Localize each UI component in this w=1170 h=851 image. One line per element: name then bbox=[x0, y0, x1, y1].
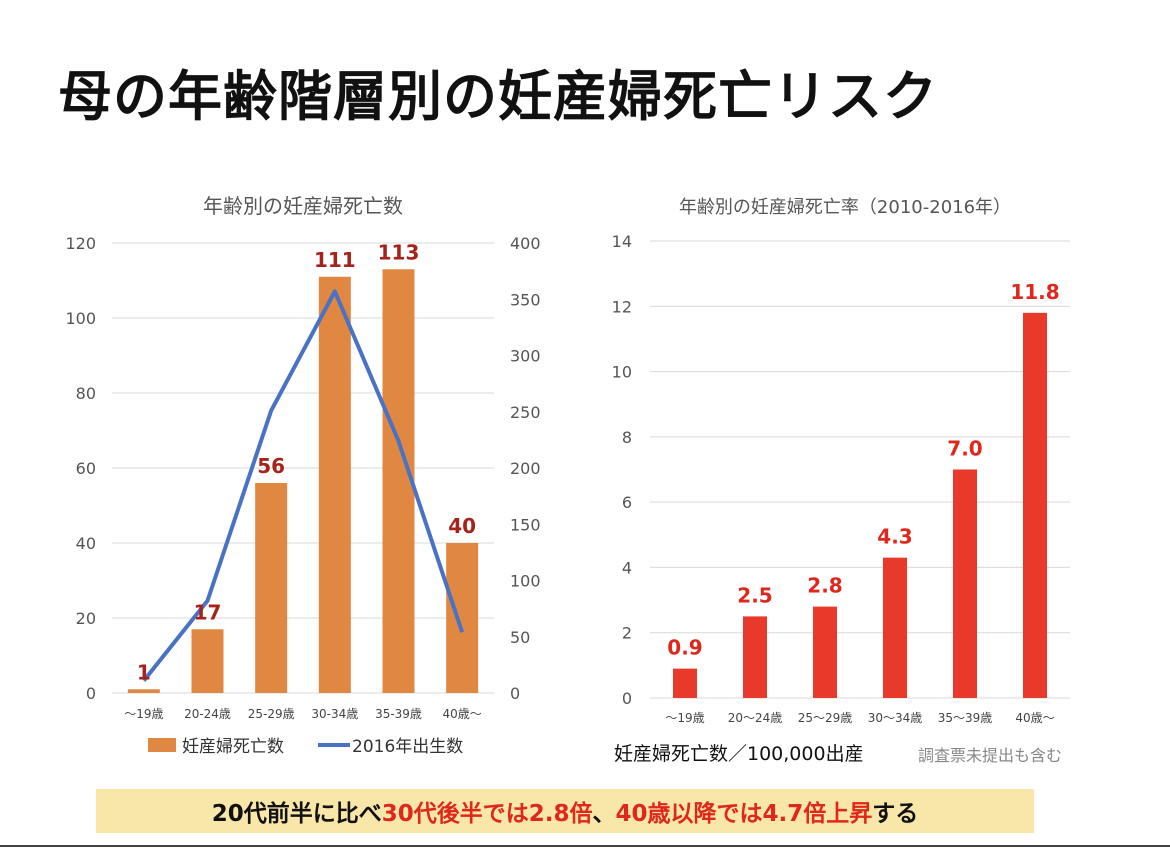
left-bar-value-label: 111 bbox=[314, 248, 356, 272]
right-bar-value-label: 2.8 bbox=[807, 574, 842, 598]
left-legend: 妊産婦死亡数 2016年出生数 bbox=[148, 737, 463, 757]
right-bar-value-label: 2.5 bbox=[737, 583, 772, 607]
right-x-axis: 〜19歳 20〜24歳 25〜29歳 30〜34歳 35〜39歳 40歳〜 bbox=[665, 711, 1054, 725]
death-rate-chart: 年齢別の妊産婦死亡率（2010-2016年） 0 2 4 6 8 10 12 14 0.9 2.… bbox=[612, 197, 1070, 725]
right-y-tick-label: 12 bbox=[612, 297, 632, 316]
left-line-series bbox=[142, 289, 465, 682]
right-chart-title: 年齢別の妊産婦死亡率（2010-2016年） bbox=[679, 197, 1011, 218]
right-y-tick-label: 6 bbox=[622, 493, 632, 512]
summary-part-2: 30代後半では2.8倍 bbox=[381, 801, 593, 827]
left-x-tick-label: 35-39歳 bbox=[375, 707, 422, 721]
right-x-tick-label: 30〜34歳 bbox=[868, 711, 923, 725]
left-y-tick-label: 120 bbox=[65, 234, 96, 253]
left-bar bbox=[191, 629, 224, 693]
death-count-chart: 年齢別の妊産婦死亡数 0 20 40 60 80 100 120 0 50 100 150 200 2… bbox=[65, 194, 540, 757]
right-bar-value-label: 11.8 bbox=[1010, 280, 1059, 304]
left-bar-value-label: 56 bbox=[257, 454, 285, 478]
left-bars bbox=[127, 269, 479, 693]
left-y2-tick-label: 200 bbox=[510, 459, 541, 478]
right-bars bbox=[673, 312, 1047, 698]
left-x-axis: 〜19歳 20-24歳 25-29歳 30-34歳 35-39歳 40歳〜 bbox=[124, 707, 482, 721]
page-title: 母の年齢階層別の妊産婦死亡リスク bbox=[58, 65, 938, 128]
summary-part-3: 、 bbox=[592, 801, 616, 827]
left-y-tick-label: 60 bbox=[76, 459, 96, 478]
left-y-tick-label: 20 bbox=[76, 609, 96, 628]
right-y-axis: 0 2 4 6 8 10 12 14 bbox=[612, 232, 632, 708]
right-gridlines bbox=[650, 240, 1070, 699]
right-x-tick-label: 35〜39歳 bbox=[938, 711, 993, 725]
right-bar bbox=[883, 557, 907, 698]
left-bar-value-label: 113 bbox=[378, 240, 420, 264]
right-y-tick-label: 2 bbox=[622, 624, 632, 643]
legend-bar-label: 妊産婦死亡数 bbox=[182, 737, 284, 757]
right-y-tick-label: 8 bbox=[622, 428, 632, 447]
left-bar bbox=[127, 689, 160, 693]
right-bar bbox=[813, 606, 837, 698]
left-y-tick-label: 40 bbox=[76, 534, 96, 553]
left-bar bbox=[318, 276, 351, 693]
summary-part-1: 20代前半に比べ bbox=[211, 801, 382, 827]
left-chart-title: 年齢別の妊産婦死亡数 bbox=[203, 194, 403, 218]
left-y2-tick-label: 350 bbox=[510, 290, 541, 309]
left-bar bbox=[255, 483, 288, 693]
left-x-tick-label: 40歳〜 bbox=[443, 707, 482, 721]
left-data-labels: 1 17 56 111 113 40 bbox=[137, 240, 476, 684]
left-bar bbox=[382, 269, 415, 693]
left-y2-tick-label: 250 bbox=[510, 403, 541, 422]
left-y2-tick-label: 150 bbox=[510, 515, 541, 534]
right-bar bbox=[743, 616, 767, 698]
right-y-tick-label: 14 bbox=[612, 232, 632, 251]
bottom-divider bbox=[0, 845, 1170, 847]
summary-part-4: 40歳以降では4.7倍上昇 bbox=[615, 801, 873, 827]
right-bar-value-label: 7.0 bbox=[947, 437, 982, 461]
legend-bar-swatch bbox=[148, 738, 176, 752]
right-bar bbox=[673, 668, 697, 698]
right-bar-value-label: 4.3 bbox=[877, 525, 912, 549]
left-y2-tick-label: 100 bbox=[510, 572, 541, 591]
left-x-tick-label: 25-29歳 bbox=[248, 707, 295, 721]
left-y-axis: 0 20 40 60 80 100 120 bbox=[65, 234, 96, 703]
left-birth-line bbox=[142, 289, 465, 682]
left-y2-tick-label: 400 bbox=[510, 234, 541, 253]
left-bar-value-label: 1 bbox=[137, 660, 151, 684]
legend-line-label: 2016年出生数 bbox=[352, 737, 463, 757]
left-y-tick-label: 100 bbox=[65, 309, 96, 328]
right-bar bbox=[1023, 312, 1047, 698]
right-bar bbox=[953, 469, 977, 698]
left-x-tick-label: 30-34歳 bbox=[311, 707, 358, 721]
left-bar bbox=[446, 543, 479, 693]
left-bar-value-label: 17 bbox=[194, 600, 222, 624]
right-x-tick-label: 25〜29歳 bbox=[798, 711, 853, 725]
right-data-labels: 0.9 2.5 2.8 4.3 7.0 11.8 bbox=[667, 280, 1059, 660]
left-y2-tick-label: 300 bbox=[510, 347, 541, 366]
right-y-tick-label: 4 bbox=[622, 558, 632, 577]
left-y2-axis: 0 50 100 150 200 250 300 350 400 bbox=[510, 234, 541, 703]
left-x-tick-label: 20-24歳 bbox=[184, 707, 231, 721]
rate-sub-note: 調査票未提出も含む bbox=[918, 746, 1063, 765]
right-bar-value-label: 0.9 bbox=[667, 636, 702, 660]
left-x-tick-label: 〜19歳 bbox=[124, 707, 163, 721]
left-gridlines bbox=[112, 242, 494, 694]
left-y-tick-label: 80 bbox=[76, 384, 96, 403]
left-y-tick-label: 0 bbox=[86, 684, 96, 703]
left-bar-value-label: 40 bbox=[448, 514, 476, 538]
left-y2-tick-label: 0 bbox=[510, 684, 520, 703]
right-y-tick-label: 10 bbox=[612, 363, 632, 382]
right-x-tick-label: 20〜24歳 bbox=[728, 711, 783, 725]
rate-unit-note: 妊産婦死亡数／100,000出産 bbox=[614, 743, 864, 765]
right-x-tick-label: 40歳〜 bbox=[1015, 711, 1054, 725]
summary-part-5: する bbox=[872, 801, 919, 827]
right-y-tick-label: 0 bbox=[622, 689, 632, 708]
summary-banner: 20代前半に比べ 30代後半では2.8倍、 40歳以降では4.7倍上昇 する bbox=[96, 789, 1034, 833]
right-x-tick-label: 〜19歳 bbox=[665, 711, 704, 725]
left-y2-tick-label: 50 bbox=[510, 628, 530, 647]
